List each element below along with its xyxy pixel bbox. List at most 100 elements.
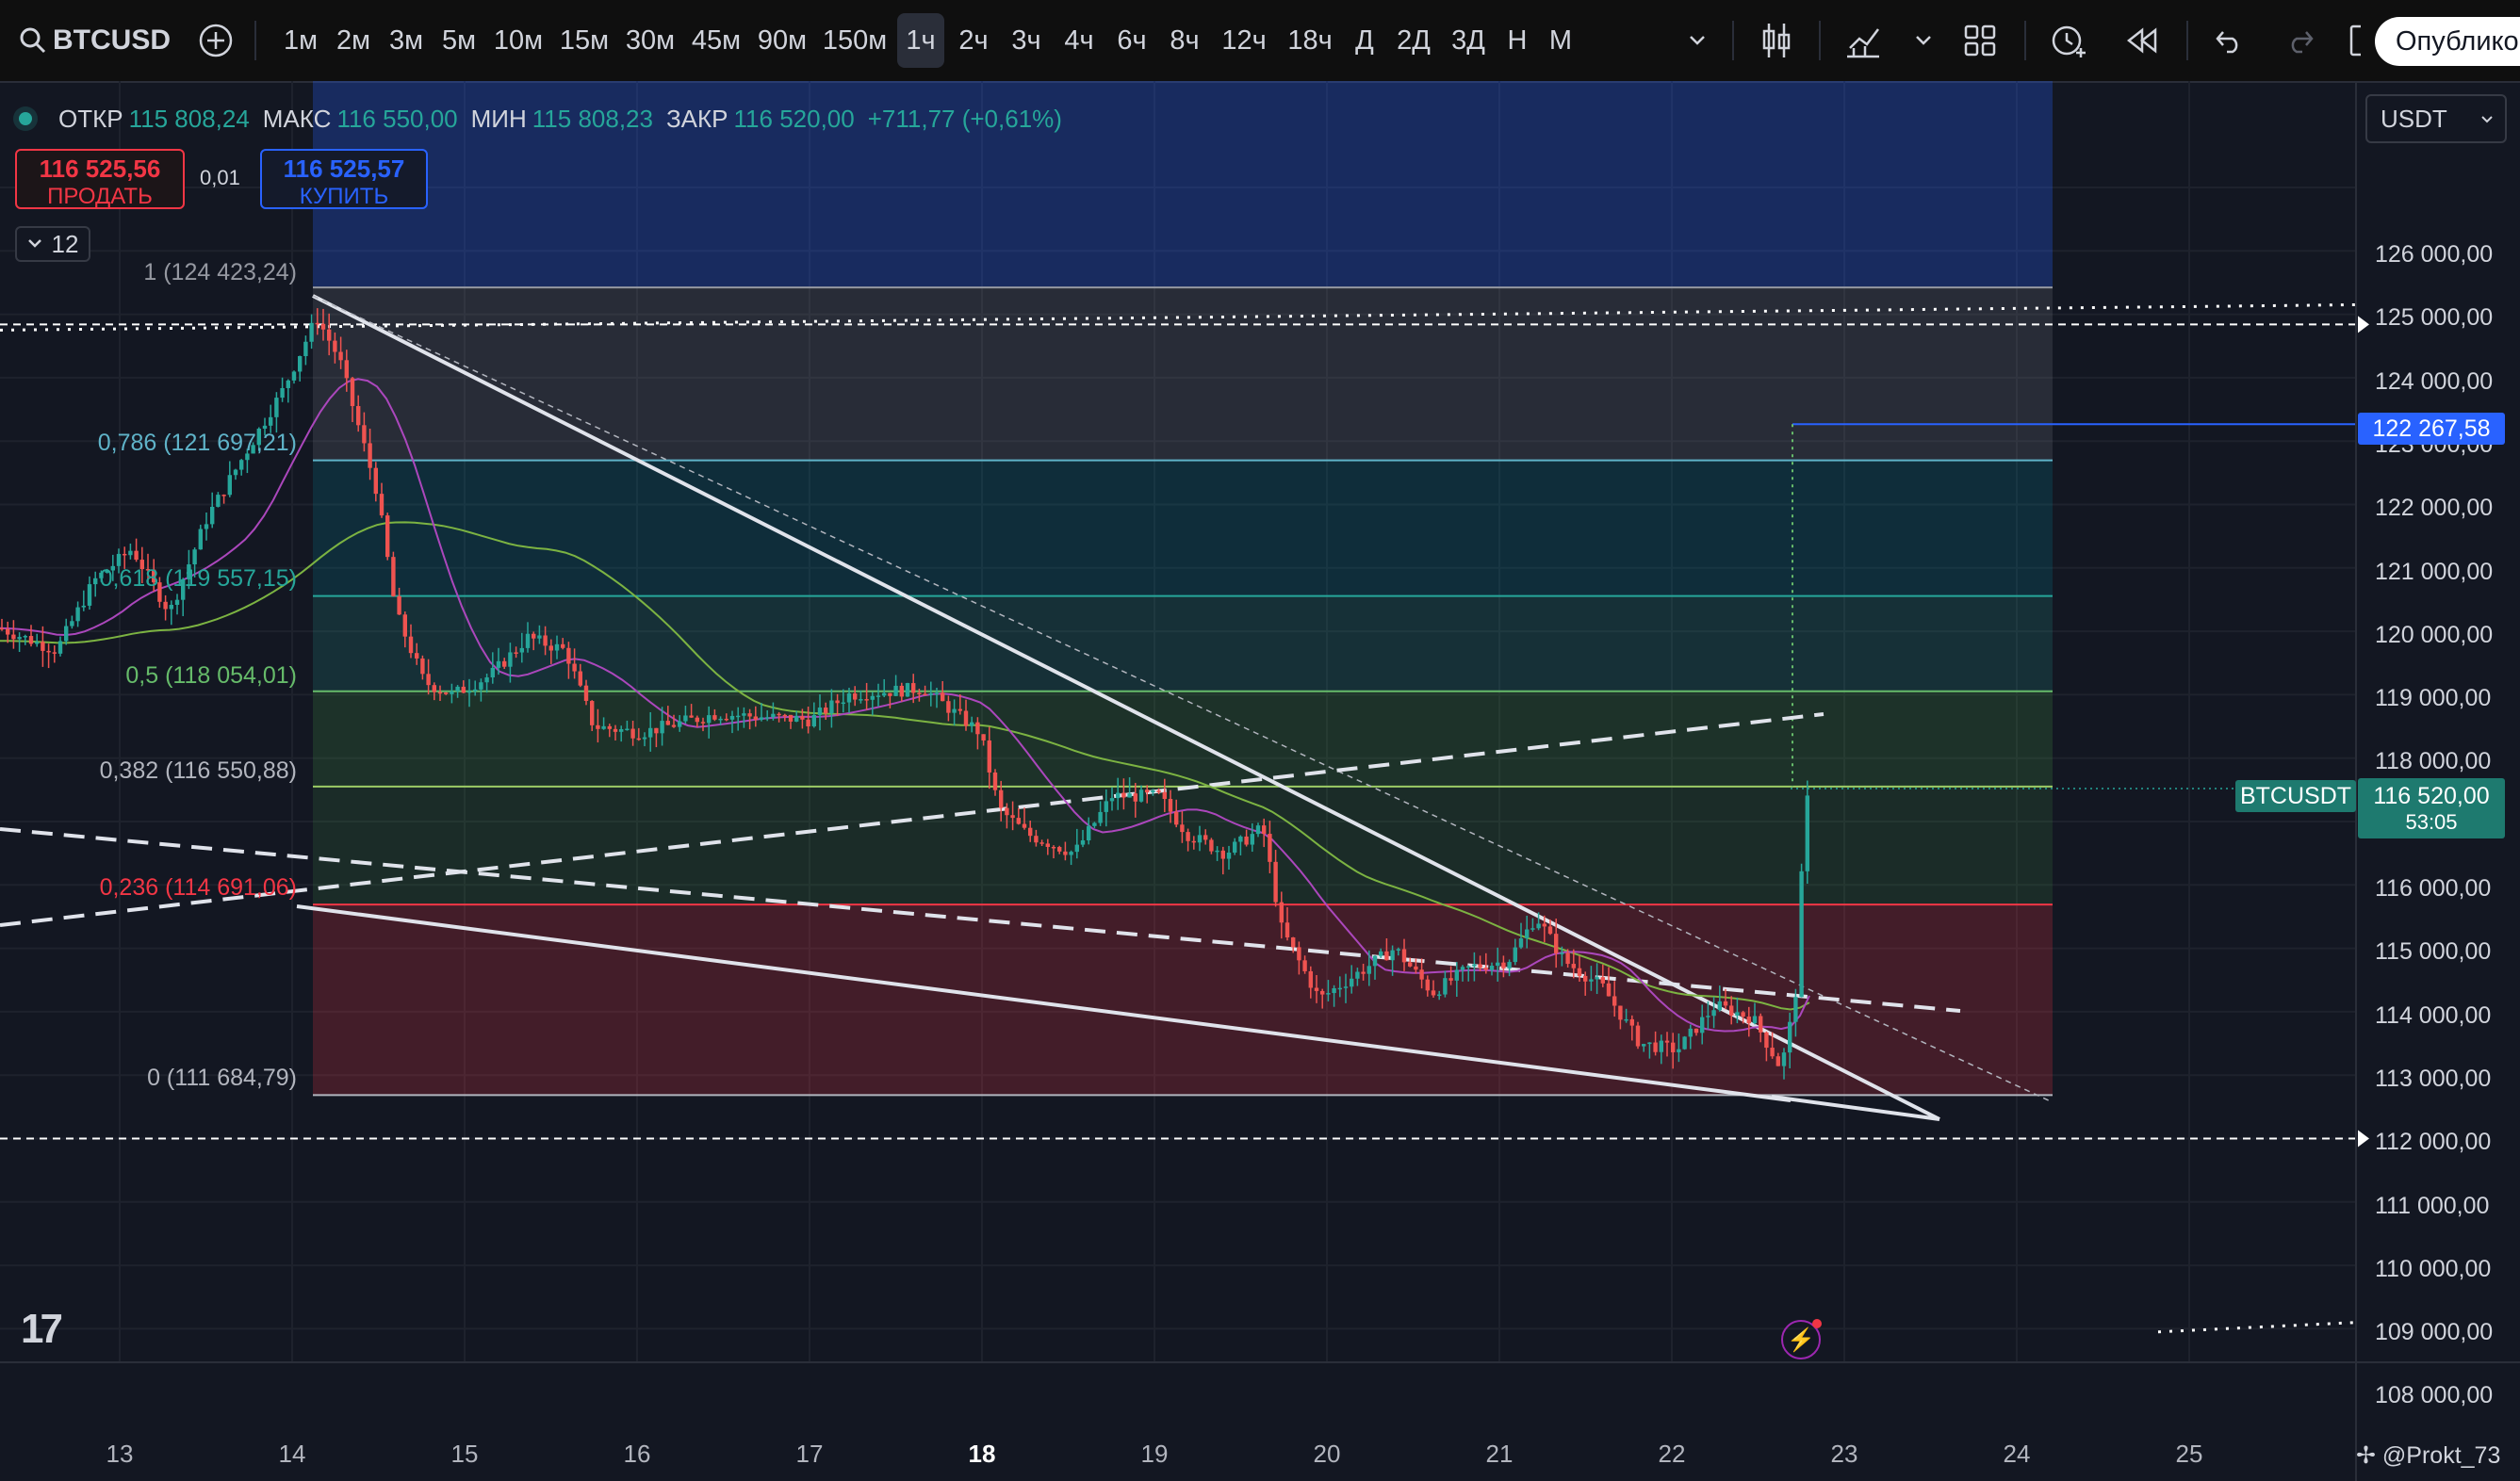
candle-body — [227, 475, 232, 496]
candle-body — [561, 643, 565, 648]
candle-body — [1600, 977, 1605, 984]
timeframe-item[interactable]: 90м — [757, 24, 808, 56]
candle-body — [882, 692, 887, 696]
search-icon[interactable] — [9, 13, 57, 68]
candles-icon[interactable] — [1753, 13, 1800, 68]
timeframe-item[interactable]: 18ч — [1287, 24, 1333, 56]
replay-icon[interactable] — [2119, 13, 2166, 68]
current-price-tag: 116 520,00 53:05 — [2358, 778, 2505, 838]
undo-icon[interactable] — [2205, 13, 2252, 68]
timeframe-item[interactable]: 15м — [559, 24, 610, 56]
candle-body — [187, 564, 191, 579]
alert-icon[interactable] — [2045, 13, 2092, 68]
timeframe-item[interactable]: 3Д — [1451, 24, 1485, 56]
candle-body — [298, 356, 303, 372]
candle-body — [1297, 947, 1301, 961]
candle-body — [1746, 1017, 1751, 1024]
timeframe-item[interactable]: 8ч — [1170, 24, 1200, 56]
candle-body — [1653, 1042, 1658, 1052]
price-chart[interactable] — [0, 81, 2520, 1481]
candle-body — [1560, 952, 1564, 954]
candle-body — [245, 453, 250, 461]
candle-body — [1262, 825, 1267, 835]
candle-body — [1759, 1016, 1763, 1033]
sell-button[interactable]: 116 525,56 ПРОДАТЬ — [15, 149, 185, 209]
candle-body — [1729, 1005, 1734, 1016]
timeframe-item[interactable]: 45м — [691, 24, 742, 56]
symbol-name[interactable]: BTCUSD — [53, 24, 171, 56]
candle-body — [1244, 836, 1249, 845]
buy-button[interactable]: 116 525,57 КУПИТЬ — [260, 149, 428, 209]
trend-line — [312, 295, 2054, 1103]
candle-body — [1723, 1001, 1728, 1006]
candle-body — [432, 685, 436, 692]
candle-body — [139, 560, 144, 570]
candle-body — [700, 722, 706, 724]
candle-body — [1799, 871, 1804, 998]
timeframe-item[interactable]: 30м — [625, 24, 676, 56]
timeframe-item[interactable]: 150м — [822, 24, 888, 56]
candle-body — [853, 693, 858, 700]
candle-body — [1775, 1056, 1780, 1066]
candle-body — [344, 360, 349, 379]
timeframe-item[interactable]: М — [1548, 24, 1573, 56]
candle-body — [75, 607, 80, 622]
candle-body — [1379, 951, 1383, 956]
candle-body — [1595, 977, 1599, 980]
candle-body — [1104, 801, 1108, 812]
candle-body — [1308, 970, 1313, 988]
timeframe-item[interactable]: 1м — [283, 24, 319, 56]
lightning-icon[interactable]: ⚡ — [1781, 1319, 1822, 1359]
layout-icon[interactable] — [2347, 13, 2365, 68]
timeframe-item[interactable]: 4ч — [1064, 24, 1094, 56]
candle-body — [1355, 971, 1360, 979]
candle-body — [1425, 979, 1430, 991]
indicators-icon[interactable] — [1840, 13, 1887, 68]
timeframe-item[interactable]: 3ч — [1011, 24, 1041, 56]
candle-body — [123, 553, 127, 556]
add-symbol-icon[interactable] — [192, 13, 239, 68]
chevron-down-icon[interactable] — [1683, 13, 1711, 68]
timeframe-item[interactable]: 12ч — [1221, 24, 1267, 56]
chevron-down-icon[interactable] — [1909, 13, 1938, 68]
candle-body — [1063, 851, 1068, 855]
timeframe-item[interactable]: Н — [1507, 24, 1528, 56]
candle-body — [928, 692, 933, 695]
time-axis-label: 18 — [968, 1440, 996, 1468]
timeframe-item[interactable]: 5м — [441, 24, 477, 56]
candle-body — [1624, 1018, 1628, 1021]
timeframe-item[interactable]: 10м — [493, 24, 544, 56]
candle-body — [269, 416, 273, 426]
candle-body — [286, 380, 290, 388]
candle-body — [1151, 790, 1155, 793]
timeframe-item[interactable]: 2ч — [958, 24, 989, 56]
candle-body — [1337, 987, 1342, 990]
candle-body — [379, 494, 385, 516]
candle-body — [1460, 967, 1465, 970]
candle-body — [0, 627, 5, 630]
candle-body — [303, 341, 308, 357]
candle-body — [221, 495, 226, 496]
candle-body — [1314, 987, 1319, 991]
redo-icon[interactable] — [2277, 13, 2324, 68]
candle-body — [1174, 811, 1179, 825]
layout-grid-icon[interactable] — [1956, 13, 2004, 68]
indicators-toggle[interactable]: 12 — [15, 226, 90, 262]
candle-body — [841, 702, 845, 705]
currency-select[interactable]: USDT — [2365, 94, 2507, 143]
candle-body — [1788, 1021, 1792, 1053]
timeframe-item[interactable]: Д — [1355, 24, 1374, 56]
candle-body — [1320, 990, 1325, 995]
timeframe-item[interactable]: 2м — [335, 24, 371, 56]
tradingview-logo[interactable]: 17 — [21, 1306, 63, 1352]
timeframe-item[interactable]: 2Д — [1397, 24, 1431, 56]
candle-body — [17, 637, 22, 640]
timeframe-item[interactable]: 3м — [388, 24, 424, 56]
candle-body — [1180, 824, 1185, 833]
timeframe-item[interactable]: 6ч — [1117, 24, 1147, 56]
publish-button[interactable]: Опублико — [2375, 17, 2520, 66]
level-line — [0, 303, 2357, 332]
candle-body — [806, 719, 810, 726]
timeframe-item[interactable]: 1ч — [897, 13, 944, 68]
sell-label: ПРОДАТЬ — [47, 184, 153, 209]
